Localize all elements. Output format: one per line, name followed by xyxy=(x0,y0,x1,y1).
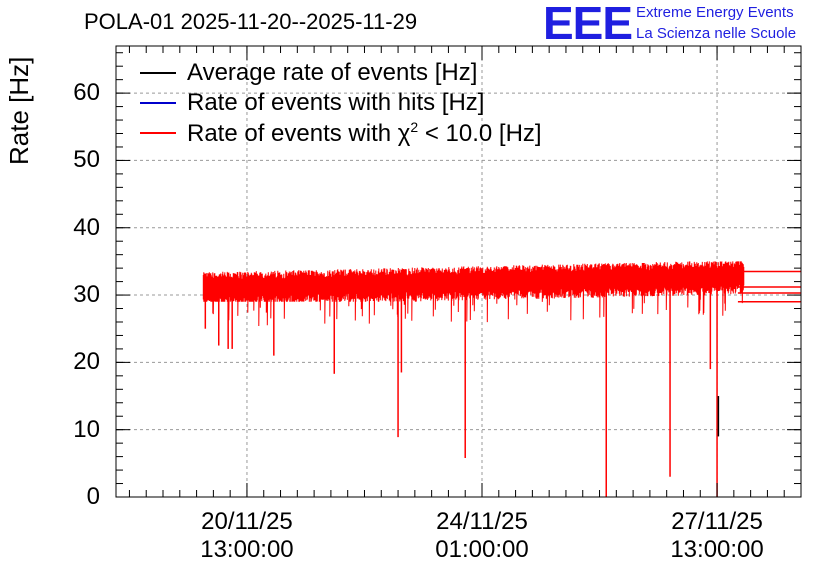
y-tick-label: 50 xyxy=(73,146,100,174)
y-tick-label: 20 xyxy=(73,348,100,376)
y-tick-label: 10 xyxy=(73,415,100,443)
x-tick-label: 20/11/25 13:00:00 xyxy=(200,508,294,563)
legend-swatch-blue xyxy=(140,102,176,104)
y-tick-label: 60 xyxy=(73,79,100,107)
legend-entry-average: Average rate of events [Hz] xyxy=(140,58,477,88)
x-tick-label: 24/11/25 01:00:00 xyxy=(435,508,529,563)
legend-label: Average rate of events [Hz] xyxy=(187,59,478,86)
legend-swatch-red xyxy=(140,132,176,134)
y-tick-label: 0 xyxy=(86,483,100,510)
legend-entry-chi2: Rate of events with χ2 < 10.0 [Hz] xyxy=(140,118,542,148)
logo-line-2: La Scienza nelle Scuole xyxy=(636,25,797,42)
legend-swatch-black xyxy=(140,72,176,74)
legend-label: Rate of events with hits [Hz] xyxy=(187,89,485,116)
plot-frame xyxy=(115,45,802,498)
y-tick-label: 40 xyxy=(73,213,100,241)
chart-title: POLA-01 2025-11-20--2025-11-29 xyxy=(84,9,418,34)
legend-label: Rate of events with χ2 < 10.0 [Hz] xyxy=(187,118,542,147)
y-axis-label: Rate [Hz] xyxy=(4,56,34,165)
series-red xyxy=(202,261,801,497)
x-tick-label: 27/11/25 13:00:00 xyxy=(670,508,764,563)
logo-line-1: Extreme Energy Events xyxy=(636,4,794,21)
plot-border xyxy=(115,45,802,498)
y-tick-label: 30 xyxy=(73,281,100,309)
series-red-band xyxy=(202,261,745,327)
eee-logo: EEE xyxy=(543,0,633,49)
legend-entry-hits: Rate of events with hits [Hz] xyxy=(140,88,484,118)
